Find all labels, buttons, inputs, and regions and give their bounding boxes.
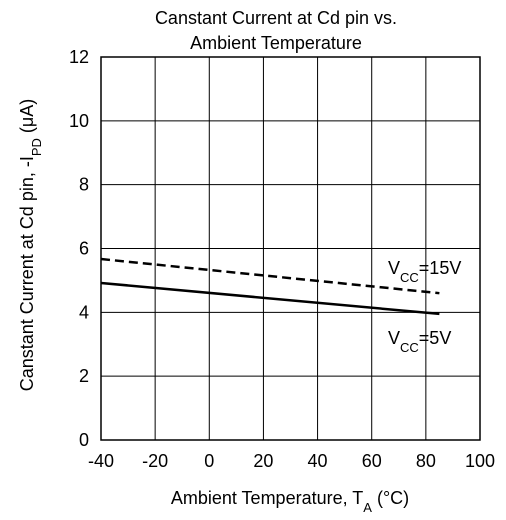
x-axis-label-main: Ambient Temperature, T xyxy=(171,488,363,508)
y-tick-label: 0 xyxy=(79,430,89,450)
chart-title: Canstant Current at Cd pin vs. xyxy=(155,8,397,28)
series-line xyxy=(100,281,440,316)
series-label-main: V xyxy=(388,328,400,348)
y-tick-label: 4 xyxy=(79,302,89,322)
x-tick-label: 80 xyxy=(416,451,436,471)
series-line xyxy=(100,257,440,295)
series-label: VCC=5V xyxy=(388,328,451,355)
series-label-suffix: =15V xyxy=(419,258,462,278)
y-axis-label-main: Canstant Current at Cd pin, -I xyxy=(17,156,37,391)
x-tick-label: 100 xyxy=(465,451,495,471)
chart-title: Ambient Temperature xyxy=(190,33,362,53)
x-axis-label-sub: A xyxy=(363,500,372,515)
x-axis-label: Ambient Temperature, TA (°C) xyxy=(171,488,409,515)
y-tick-label: 2 xyxy=(79,366,89,386)
x-tick-label: 20 xyxy=(253,451,273,471)
y-tick-label: 6 xyxy=(79,239,89,259)
x-axis-label-suffix: (°C) xyxy=(372,488,409,508)
x-tick-label: 60 xyxy=(362,451,382,471)
series-label-main: V xyxy=(388,258,400,278)
y-axis-label-suffix: (μA) xyxy=(17,99,37,138)
y-axis-label: Canstant Current at Cd pin, -IPD (μA) xyxy=(17,99,44,392)
x-tick-label: 0 xyxy=(204,451,214,471)
y-tick-label: 8 xyxy=(79,175,89,195)
series-label-suffix: =5V xyxy=(419,328,452,348)
series-label-sub: CC xyxy=(400,270,419,285)
y-tick-label: 12 xyxy=(69,47,89,67)
series-label-sub: CC xyxy=(400,340,419,355)
x-tick-label: 40 xyxy=(308,451,328,471)
x-tick-label: -20 xyxy=(142,451,168,471)
y-axis-label-sub: PD xyxy=(29,138,44,156)
plot-frame xyxy=(100,56,481,441)
x-tick-label: -40 xyxy=(88,451,114,471)
series-label: VCC=15V xyxy=(388,258,461,285)
y-tick-label: 10 xyxy=(69,111,89,131)
